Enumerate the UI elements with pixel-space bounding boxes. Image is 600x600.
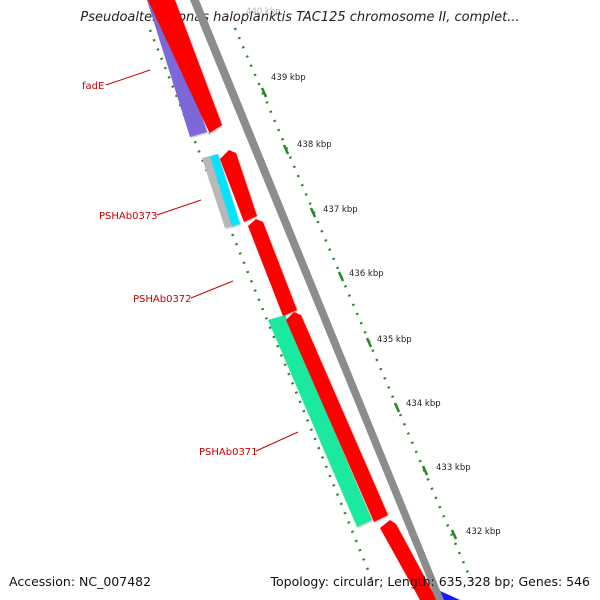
pseudo-feature bbox=[202, 156, 233, 228]
cds-features bbox=[148, 0, 437, 600]
cds-feature[interactable] bbox=[220, 150, 257, 222]
tick-label-partial: 440 kbp bbox=[246, 7, 281, 17]
major-tick bbox=[450, 529, 458, 540]
tick-label: 438 kbp bbox=[297, 140, 332, 150]
outer-tick-track bbox=[233, 27, 473, 581]
tick-label: 436 kbp bbox=[349, 269, 384, 279]
leader-line bbox=[156, 199, 202, 216]
tick-label: 437 kbp bbox=[323, 205, 358, 215]
cds-feature[interactable] bbox=[380, 520, 437, 600]
accession-label: Accession: NC_007482 bbox=[9, 574, 152, 589]
gene-label-PSHAb0371[interactable]: PSHAb0371 bbox=[199, 447, 258, 458]
major-tick bbox=[282, 144, 290, 155]
leader-line bbox=[105, 69, 151, 86]
major-tick bbox=[309, 207, 317, 218]
major-tick bbox=[260, 87, 268, 98]
tick-label: 432 kbp bbox=[466, 527, 501, 537]
major-tick bbox=[337, 271, 345, 282]
gene-PSHAb0373-feature[interactable] bbox=[210, 154, 240, 226]
tick-label: 435 kbp bbox=[377, 335, 412, 345]
major-ticks bbox=[260, 87, 458, 540]
leader-line bbox=[255, 431, 299, 452]
leader-line bbox=[190, 280, 234, 299]
major-tick bbox=[393, 402, 401, 413]
gene-label-PSHAb0373[interactable]: PSHAb0373 bbox=[99, 211, 158, 222]
major-tick bbox=[365, 337, 373, 348]
gene-label-fadE[interactable]: fadE bbox=[82, 81, 104, 92]
tick-label: 439 kbp bbox=[271, 73, 306, 83]
major-tick bbox=[421, 465, 429, 476]
gene-label-PSHAb0372[interactable]: PSHAb0372 bbox=[133, 294, 192, 305]
tick-labels: 440 kbp 439 kbp 438 kbp 437 kbp 436 kbp … bbox=[246, 7, 501, 537]
map-title: Pseudoalteromonas haloplanktis TAC125 ch… bbox=[80, 10, 520, 25]
gene-labels: fadE PSHAb0373 PSHAb0372 PSHAb0371 bbox=[82, 69, 299, 458]
tick-label: 434 kbp bbox=[406, 399, 441, 409]
backbone bbox=[190, 0, 444, 600]
cds-feature[interactable] bbox=[248, 219, 297, 316]
topology-summary: Topology: circular; Length: 635,328 bp; … bbox=[270, 574, 591, 589]
gene-fadE-feature[interactable] bbox=[147, 0, 207, 137]
cds-feature[interactable] bbox=[286, 312, 388, 522]
gene-PSHAb0371-feature[interactable] bbox=[268, 315, 372, 527]
tick-label: 433 kbp bbox=[436, 463, 471, 473]
cds-feature[interactable] bbox=[148, 0, 222, 134]
